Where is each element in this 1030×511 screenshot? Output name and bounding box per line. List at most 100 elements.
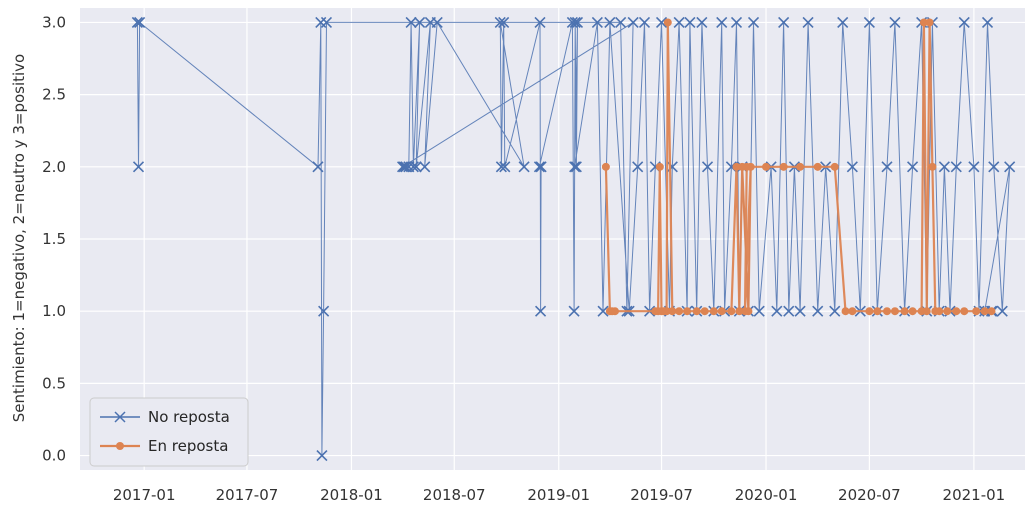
- data-point-marker: [900, 307, 909, 316]
- data-point-marker: [533, 161, 546, 173]
- data-point-marker: [952, 307, 961, 316]
- series-en-reposta: [601, 18, 996, 316]
- data-point-marker: [570, 161, 582, 173]
- x-tick-label: 2019-01: [527, 486, 590, 504]
- data-point-marker: [928, 162, 937, 171]
- data-point-marker: [837, 16, 849, 29]
- data-point-marker: [1004, 161, 1016, 173]
- data-point-marker: [727, 307, 736, 316]
- data-point-marker: [414, 16, 426, 29]
- data-point-marker: [534, 16, 546, 29]
- data-point-marker: [873, 307, 882, 316]
- data-point-marker: [889, 16, 901, 29]
- data-point-marker: [813, 162, 822, 171]
- data-point-marker: [683, 307, 692, 316]
- y-tick-label: 0.5: [42, 374, 66, 392]
- data-point-marker: [762, 162, 771, 171]
- data-point-marker: [968, 161, 980, 173]
- data-point-marker: [943, 307, 952, 316]
- data-point-marker: [717, 307, 726, 316]
- x-tick-label: 2020-01: [735, 486, 798, 504]
- data-point-marker: [950, 161, 962, 173]
- data-point-marker: [498, 16, 510, 29]
- x-tick-label: 2018-07: [423, 486, 486, 504]
- data-point-marker: [675, 307, 684, 316]
- data-point-marker: [848, 307, 857, 316]
- data-point-marker: [996, 305, 1008, 317]
- y-tick-label: 1.5: [42, 230, 66, 248]
- legend: No reposta En reposta: [89, 397, 249, 467]
- data-point-marker: [958, 16, 970, 29]
- data-point-marker: [615, 16, 627, 29]
- data-point-marker: [494, 16, 506, 29]
- y-axis-label: Sentimiento: 1=negativo, 2=neutro y 3=po…: [10, 54, 28, 422]
- data-point-marker: [863, 16, 875, 29]
- data-point-marker: [716, 16, 728, 29]
- data-point-marker: [732, 162, 741, 171]
- data-point-marker: [134, 16, 146, 29]
- data-point-marker: [684, 16, 696, 29]
- data-point-marker: [925, 18, 934, 27]
- data-point-marker: [431, 16, 443, 29]
- data-point-marker: [794, 305, 806, 317]
- data-point-marker: [407, 161, 419, 173]
- data-point-marker: [569, 161, 581, 173]
- data-point-marker: [655, 162, 664, 171]
- data-point-marker: [398, 161, 410, 173]
- data-point-marker: [980, 307, 989, 316]
- data-point-marker: [568, 305, 580, 317]
- x-tick-label: 2018-01: [320, 486, 383, 504]
- data-point-marker: [495, 161, 507, 173]
- data-point-marker: [783, 305, 795, 317]
- data-point-marker: [972, 307, 981, 316]
- data-point-marker: [771, 305, 783, 317]
- data-point-marker: [922, 307, 931, 316]
- data-point-marker: [960, 307, 969, 316]
- data-point-marker: [318, 305, 330, 317]
- data-point-marker: [316, 449, 328, 462]
- x-tick-label: 2019-07: [630, 486, 693, 504]
- data-point-marker: [601, 162, 610, 171]
- data-point-marker: [604, 16, 616, 29]
- x-tick-label: 2017-07: [216, 486, 279, 504]
- series-line: [136, 21, 1011, 457]
- data-point-marker: [405, 16, 417, 29]
- data-point-marker: [668, 307, 677, 316]
- data-point-marker: [709, 307, 718, 316]
- data-point-marker: [841, 307, 850, 316]
- legend-en-reposta-label: En reposta: [148, 437, 228, 455]
- data-point-marker: [591, 16, 603, 29]
- data-point-marker: [919, 18, 928, 27]
- data-point-marker: [131, 16, 143, 29]
- data-point-marker: [696, 16, 708, 29]
- data-point-marker: [908, 307, 917, 316]
- data-point-marker: [700, 307, 709, 316]
- data-point-marker: [638, 16, 651, 29]
- data-point-marker: [741, 307, 750, 316]
- data-point-marker: [320, 16, 333, 29]
- data-point-marker: [987, 307, 996, 316]
- data-point-marker: [830, 162, 839, 171]
- y-tick-label: 2.0: [42, 158, 66, 176]
- data-point-marker: [569, 16, 581, 29]
- y-tick-label: 0.0: [42, 447, 66, 465]
- data-point-marker: [499, 161, 511, 173]
- data-point-marker: [796, 162, 805, 171]
- legend-no-reposta-marker: [114, 411, 126, 423]
- y-tick-labels: 0.0 0.5 1.0 1.5 2.0 2.5 3.0: [42, 13, 66, 464]
- data-point-marker: [802, 16, 814, 29]
- y-tick-label: 3.0: [42, 13, 66, 31]
- data-point-marker: [747, 16, 760, 29]
- data-point-marker: [981, 16, 994, 29]
- data-point-marker: [882, 307, 891, 316]
- data-point-marker: [890, 307, 899, 316]
- grid-lines: [80, 8, 1025, 470]
- data-point-marker: [846, 161, 858, 173]
- data-point-marker: [906, 161, 919, 173]
- data-point-marker: [132, 161, 145, 173]
- data-point-marker: [535, 305, 547, 317]
- data-point-marker: [673, 16, 685, 29]
- legend-en-reposta-marker: [116, 442, 124, 450]
- data-point-marker: [730, 16, 743, 29]
